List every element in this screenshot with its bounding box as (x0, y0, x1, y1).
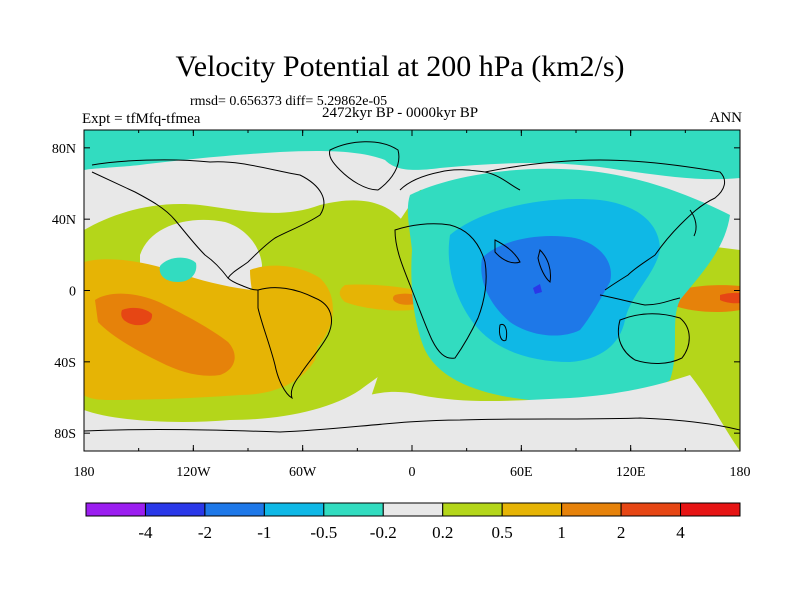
colorbar-swatch (442, 502, 503, 517)
colorbar-swatch (85, 502, 146, 517)
colorbar-swatch (323, 502, 384, 517)
colorbar: -4 -2 -1 -0.5 -0.2 0.2 0.5 1 2 4 (85, 502, 741, 542)
colorbar-swatch (620, 502, 682, 517)
x-tick-label: 120E (616, 465, 646, 480)
colorbar-label: -1 (257, 523, 271, 542)
colorbar-swatch (501, 502, 563, 517)
coast-indonesia (599, 294, 681, 306)
coast-australia (617, 313, 690, 364)
colorbar-label: 4 (676, 523, 685, 542)
x-tick-label: 180 (730, 465, 751, 480)
contour-near-zero-south (300, 375, 740, 451)
map-title: Velocity Potential at 200 hPa (km2/s) (175, 50, 625, 83)
colorbar-label: -0.5 (310, 523, 337, 542)
coast-asia (484, 159, 726, 291)
coastlines (84, 141, 740, 433)
contour-2-4-pacific (121, 307, 153, 326)
colorbar-swatch (561, 502, 622, 517)
contour-neg-2-indian (533, 284, 542, 294)
colorbar-swatch (263, 502, 325, 517)
contour-neg-1-indian (481, 236, 611, 336)
colorbar-label: -0.2 (370, 523, 397, 542)
coast-japan (689, 209, 697, 237)
x-tick-label: 120W (176, 465, 211, 480)
colorbar-label: 1 (557, 523, 566, 542)
colorbar-swatch (382, 502, 444, 517)
colorbar-label: 0.5 (492, 523, 513, 542)
colorbar-swatch (680, 502, 741, 517)
x-tick-label: 60E (510, 465, 533, 480)
coast-india (537, 249, 551, 283)
colorbar-label: 2 (617, 523, 626, 542)
contour-neg-0.2-arctic (84, 130, 740, 180)
coast-europe (399, 169, 521, 191)
contour-0.5-1-southamerica (250, 265, 333, 370)
contour-neg-0.2-pacific-blob (159, 257, 197, 282)
colorbar-label: -4 (138, 523, 153, 542)
colorbar-swatch (204, 502, 265, 517)
colorbar-label: -2 (198, 523, 212, 542)
y-tick-label: 0 (69, 285, 76, 300)
coast-north-america (91, 159, 325, 279)
colorbar-label: 0.2 (432, 523, 453, 542)
coast-arabia (494, 239, 521, 264)
y-tick-label: 80S (54, 427, 76, 442)
contour-2-4-westpacific (720, 292, 740, 304)
y-tick-label: 40N (52, 213, 76, 228)
rmsd-diff-stats: rmsd= 0.656373 diff= 5.29862e-05 (190, 94, 388, 109)
coast-greenland (329, 141, 400, 191)
coast-madagascar (499, 323, 508, 342)
x-tick-label: 60W (289, 465, 317, 480)
coast-antarctica (84, 417, 740, 433)
coast-africa (394, 223, 487, 359)
contour-1-2-westpacific (670, 285, 740, 313)
colorbar-swatch (144, 502, 206, 517)
period-label: 2472kyr BP - 0000kyr BP (322, 105, 479, 121)
experiment-label: Expt = tfMfq-tfmea (82, 111, 201, 127)
axis-ticks: 180 120W 60W 0 60E 120E 180 80N 40N 0 40S 80S (52, 130, 751, 480)
x-tick-label: 0 (409, 465, 416, 480)
season-label: ANN (709, 110, 743, 126)
coast-south-america (257, 287, 332, 400)
y-tick-label: 40S (54, 356, 76, 371)
x-tick-label: 180 (74, 465, 95, 480)
coast-central-america (227, 277, 259, 291)
y-tick-label: 80N (52, 142, 76, 157)
